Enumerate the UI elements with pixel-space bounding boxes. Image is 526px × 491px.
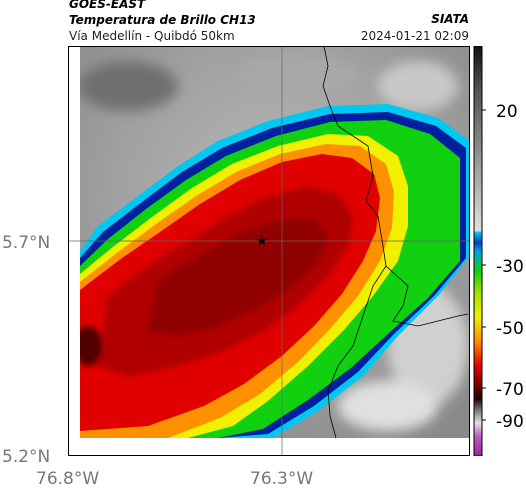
lat-tick-5.2: 5.2°N — [2, 447, 50, 467]
location-star-icon[interactable]: ★ — [256, 234, 268, 249]
datetime-label: 2024-01-21 02:09 — [360, 29, 469, 43]
colorbar-tick-20: 20 — [496, 102, 518, 122]
colorbar-tick-minus30: -30 — [496, 257, 524, 277]
lon-tick-76.3: 76.3°W — [250, 469, 313, 489]
temperature-colorbar: 20 -30 -50 -70 -90 — [473, 46, 524, 456]
map-frame — [68, 46, 470, 456]
satellite-title: GOES-EAST — [69, 0, 146, 11]
colorbar-tick-minus90: -90 — [496, 412, 524, 432]
colorbar-tick-minus50: -50 — [496, 319, 524, 339]
department-border — [327, 265, 387, 439]
brand-label: SIATA — [431, 12, 469, 26]
colorbar-gradient — [473, 46, 483, 456]
gray-texture — [78, 56, 468, 431]
product-title: Temperatura de Brillo CH13 — [69, 13, 256, 27]
lon-tick-76.8: 76.8°W — [36, 469, 99, 489]
lat-tick-5.7: 5.7°N — [2, 233, 50, 253]
colorbar-tick-minus70: -70 — [496, 380, 524, 400]
route-subtitle: Vía Medellín - Quibdó 50km — [69, 29, 235, 43]
satellite-map[interactable]: ★ — [68, 46, 470, 456]
country-border — [322, 46, 469, 327]
cloud-top-layers — [74, 104, 470, 438]
